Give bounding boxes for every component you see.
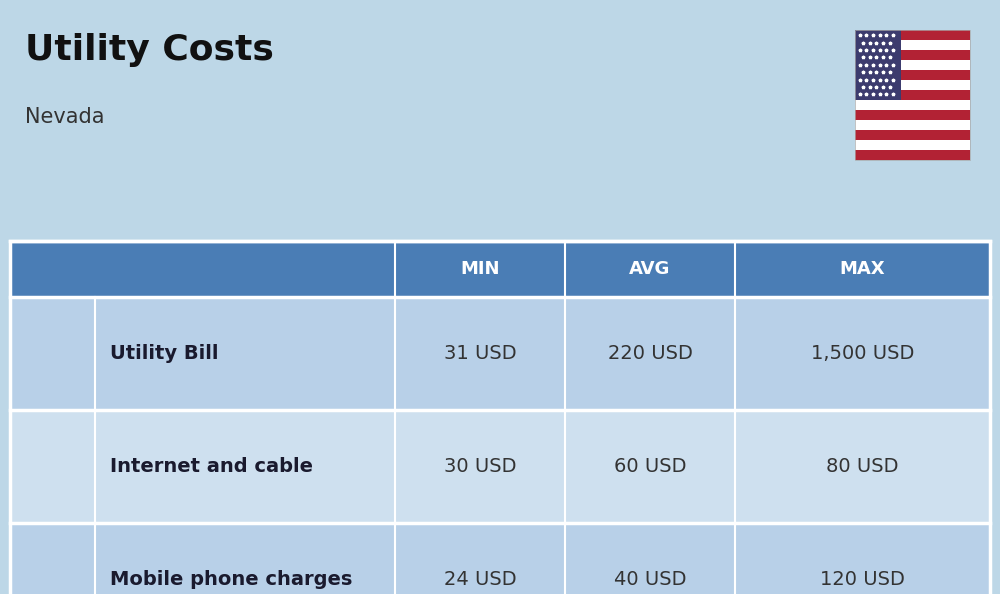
Bar — [855, 60, 970, 70]
Bar — [10, 523, 990, 594]
Text: Internet and cable: Internet and cable — [110, 457, 313, 476]
Text: 31 USD: 31 USD — [444, 344, 516, 363]
Bar — [855, 140, 970, 150]
Bar — [855, 80, 970, 90]
Bar — [855, 70, 970, 80]
Bar — [10, 241, 990, 594]
Text: AVG: AVG — [629, 260, 671, 278]
Text: 30 USD: 30 USD — [444, 457, 516, 476]
Text: Utility Bill: Utility Bill — [110, 344, 218, 363]
Text: MIN: MIN — [460, 260, 500, 278]
Bar — [855, 90, 970, 100]
Bar — [10, 410, 990, 523]
Text: 24 USD: 24 USD — [444, 570, 516, 589]
Bar — [855, 110, 970, 120]
Text: 40 USD: 40 USD — [614, 570, 686, 589]
Bar — [855, 30, 970, 160]
Bar — [855, 30, 970, 160]
Text: 120 USD: 120 USD — [820, 570, 905, 589]
Text: Nevada: Nevada — [25, 107, 104, 127]
Text: 220 USD: 220 USD — [608, 344, 692, 363]
Text: MAX: MAX — [840, 260, 885, 278]
Bar — [855, 30, 901, 100]
Bar — [10, 297, 990, 410]
Text: Mobile phone charges: Mobile phone charges — [110, 570, 352, 589]
Bar — [855, 50, 970, 60]
Text: Utility Costs: Utility Costs — [25, 33, 274, 67]
Bar — [855, 30, 970, 40]
Bar — [855, 130, 970, 140]
Bar — [855, 100, 970, 110]
Text: 80 USD: 80 USD — [826, 457, 899, 476]
Bar — [855, 40, 970, 50]
Bar — [855, 120, 970, 130]
Text: 1,500 USD: 1,500 USD — [811, 344, 914, 363]
Text: 60 USD: 60 USD — [614, 457, 686, 476]
Bar — [10, 241, 990, 297]
Bar — [855, 150, 970, 160]
